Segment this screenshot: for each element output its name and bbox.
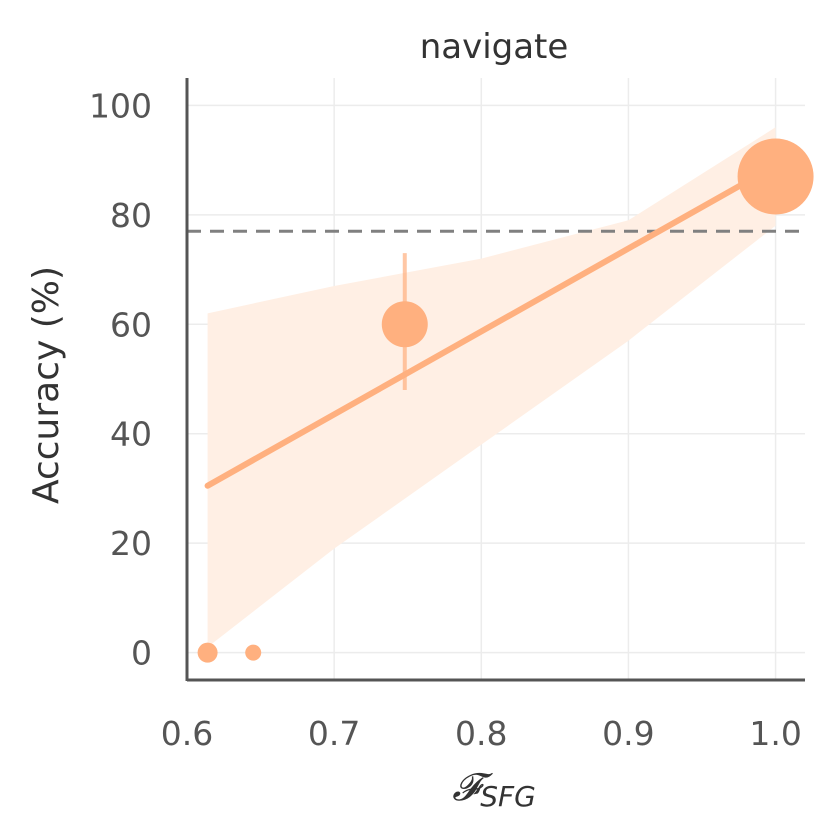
y-tick-label-2: 40 (110, 415, 152, 454)
y-tick-label-4: 80 (110, 196, 152, 235)
y-tick-label-3: 60 (110, 305, 152, 344)
x-tick-label-1: 0.7 (308, 714, 360, 753)
x-tick-labels: 0.6 0.7 0.8 0.9 1.0 (161, 714, 802, 753)
x-tick-label-3: 0.9 (602, 714, 654, 753)
x-axis-label-subscript: SFG (480, 780, 536, 813)
x-tick-label-4: 1.0 (749, 714, 801, 753)
chart-title: navigate (420, 27, 569, 67)
y-tick-labels: 0 20 40 60 80 100 (89, 86, 152, 672)
x-tick-label-0: 0.6 (161, 714, 213, 753)
regression-line (204, 162, 779, 489)
y-axis-label: Accuracy (%) (26, 266, 67, 504)
data-point-0 (197, 642, 218, 663)
points (197, 138, 814, 663)
axes (185, 78, 805, 682)
y-tick-label-0: 0 (131, 634, 152, 673)
x-axis-label: 𝓕SFG (452, 765, 536, 813)
data-point-1 (245, 644, 262, 661)
y-tick-label-1: 20 (110, 524, 152, 563)
x-tick-label-2: 0.8 (455, 714, 507, 753)
confidence-band (207, 127, 776, 648)
data-point-3 (737, 138, 814, 215)
data-point-2 (381, 301, 428, 348)
y-tick-label-5: 100 (89, 86, 152, 125)
